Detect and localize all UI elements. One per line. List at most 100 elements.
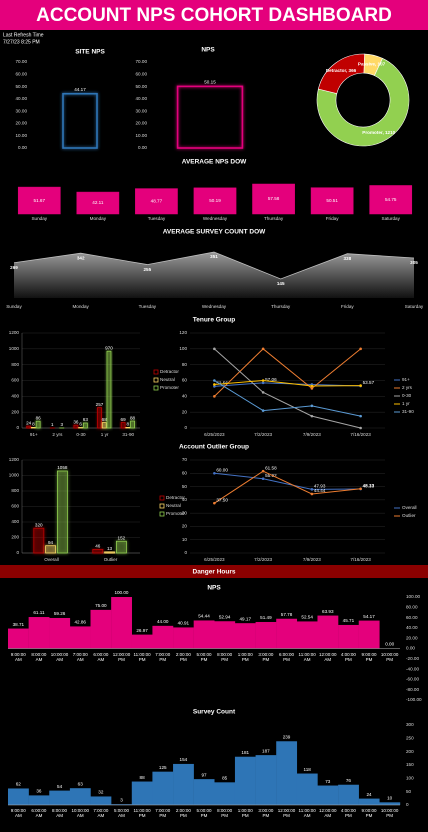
value-label: 62 bbox=[16, 782, 22, 787]
y-tick-label: 100 bbox=[406, 776, 414, 781]
series-marker bbox=[261, 379, 265, 382]
step-bar bbox=[152, 625, 174, 649]
y-tick-label: 200 bbox=[11, 409, 19, 414]
y-tick-label: 30.00 bbox=[16, 108, 28, 113]
value-label: 85 bbox=[222, 776, 228, 781]
series-marker bbox=[261, 391, 265, 394]
legend-label: 2 yrs bbox=[402, 385, 413, 390]
step-bar bbox=[358, 620, 380, 649]
bar bbox=[82, 422, 88, 429]
x-tick-label: Thursday bbox=[271, 304, 291, 309]
step-bar bbox=[193, 779, 215, 805]
step-bar bbox=[193, 620, 215, 649]
value-label: 26.97 bbox=[136, 628, 148, 633]
legend-label: 31-90 bbox=[402, 409, 414, 414]
step-bar bbox=[111, 597, 132, 649]
y-tick-label: 60.00 bbox=[136, 72, 148, 77]
step-bar bbox=[214, 621, 236, 649]
y-tick-label: 10 bbox=[182, 537, 188, 542]
value-label: 54.44 bbox=[198, 614, 210, 619]
value-label: 152 bbox=[118, 535, 126, 540]
value-label: 88 bbox=[130, 415, 136, 420]
bar bbox=[26, 425, 32, 429]
value-label: 52.54 bbox=[301, 615, 313, 620]
slice-label: Promoter, 1210 bbox=[362, 130, 395, 135]
x-tick-label: 6/25/2023 bbox=[204, 557, 225, 562]
y-tick-label: 300 bbox=[406, 722, 414, 727]
series-marker bbox=[261, 347, 265, 351]
y-tick-label: 0.00 bbox=[138, 145, 147, 150]
step-bar bbox=[131, 781, 153, 805]
step-bar bbox=[131, 634, 153, 649]
dashboard-title: ACCOUNT NPS COHORT DASHBOARD bbox=[36, 5, 392, 26]
value-label: 269 bbox=[10, 265, 18, 270]
y-tick-label: 60.00 bbox=[16, 72, 28, 77]
chart-title: AVERAGE NPS DOW bbox=[182, 159, 247, 166]
series-marker bbox=[213, 383, 216, 386]
value-label: 24 bbox=[26, 420, 32, 425]
y-tick-label: 600 bbox=[11, 378, 19, 383]
step-bar bbox=[379, 802, 401, 805]
legend-label: 1 yr bbox=[402, 401, 410, 406]
slice-label: Detractor, 366 bbox=[326, 68, 357, 73]
series-marker bbox=[359, 487, 362, 491]
step-bar bbox=[69, 788, 91, 805]
value-label: 187 bbox=[262, 748, 270, 753]
x-tick-label: 7/2/2023 bbox=[254, 432, 272, 437]
value-label: 60.00 bbox=[216, 468, 228, 473]
series-marker bbox=[213, 395, 216, 398]
value-label: 57.78 bbox=[281, 612, 293, 617]
value-label: 8 bbox=[32, 422, 35, 427]
value-label: 53.57 bbox=[363, 380, 375, 385]
value-label: 52.56 bbox=[216, 381, 228, 386]
bar bbox=[73, 424, 79, 429]
step-bar bbox=[69, 626, 91, 649]
series-marker bbox=[359, 347, 362, 351]
bar bbox=[97, 407, 102, 429]
value-label: 46 bbox=[95, 544, 101, 549]
step-bar bbox=[214, 782, 236, 805]
series-marker bbox=[310, 387, 314, 390]
series-marker bbox=[261, 469, 265, 473]
slice-label: Passive, 107 bbox=[358, 62, 386, 67]
step-bar bbox=[49, 617, 71, 649]
bar bbox=[17, 186, 61, 215]
value-label: 1058 bbox=[57, 465, 68, 470]
step-bar bbox=[111, 804, 132, 805]
value-label: 48.13 bbox=[363, 483, 375, 488]
value-label: 88 bbox=[140, 775, 146, 780]
step-bar bbox=[8, 788, 29, 805]
bar bbox=[101, 422, 107, 429]
y-tick-label: -100.00 bbox=[406, 697, 422, 702]
bar bbox=[310, 187, 354, 215]
y-tick-label: -80.00 bbox=[406, 687, 419, 692]
y-tick-label: 30.00 bbox=[136, 108, 148, 113]
y-tick-label: 250 bbox=[406, 736, 414, 741]
y-tick-label: 0 bbox=[406, 802, 409, 807]
value-label: 63.93 bbox=[322, 609, 334, 614]
x-tick-label: 1 yr bbox=[101, 432, 109, 437]
value-label: 970 bbox=[105, 345, 113, 350]
step-bar bbox=[255, 755, 277, 805]
series-marker bbox=[310, 488, 314, 491]
value-label: 75.00 bbox=[95, 603, 107, 608]
value-label: 59.26 bbox=[54, 611, 66, 616]
bar bbox=[76, 191, 120, 215]
value-label: 351 bbox=[210, 254, 218, 259]
legend-swatch bbox=[159, 503, 165, 509]
legend-label: 91+ bbox=[402, 377, 410, 382]
step-bar bbox=[28, 617, 50, 649]
x-tick-label: Thursday bbox=[264, 216, 284, 221]
value-label: 86 bbox=[36, 415, 42, 420]
y-tick-label: 60 bbox=[182, 471, 188, 476]
series-marker bbox=[310, 414, 314, 418]
value-label: 36 bbox=[73, 419, 79, 424]
legend-label: Neutral bbox=[160, 377, 175, 382]
value-label: 44.00 bbox=[157, 619, 169, 624]
value-label: 57.06 bbox=[265, 377, 277, 382]
y-tick-label: 200 bbox=[406, 749, 414, 754]
legend-label: 0-30 bbox=[402, 393, 412, 398]
chart-title: NPS bbox=[201, 47, 215, 54]
y-tick-label: 40 bbox=[182, 497, 188, 502]
value-label: 61.11 bbox=[33, 610, 45, 615]
